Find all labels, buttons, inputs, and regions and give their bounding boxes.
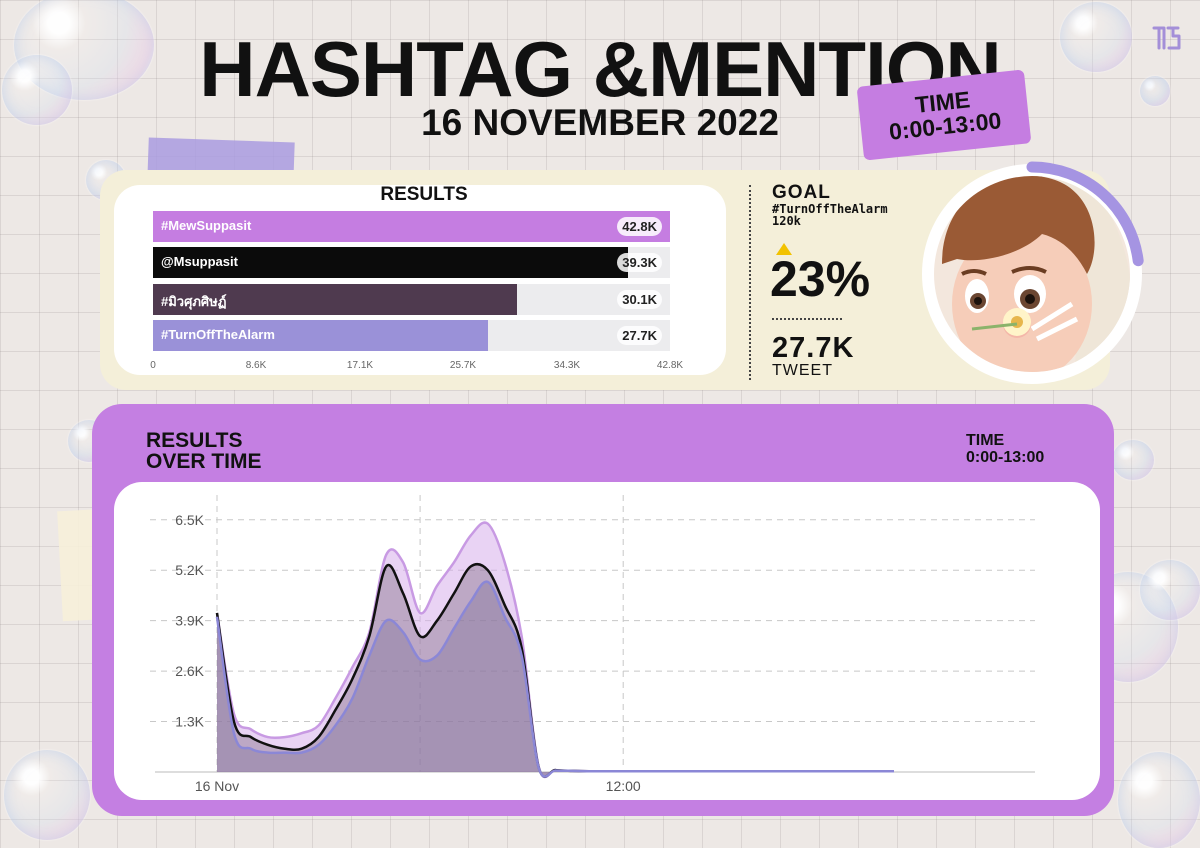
page-date: 16 NOVEMBER 2022 <box>421 102 779 143</box>
bubble-decoration <box>1060 2 1132 72</box>
bar-fill <box>153 320 488 351</box>
avatar <box>919 161 1145 387</box>
bar-value: 27.7K <box>617 326 662 345</box>
bubble-decoration <box>2 55 72 125</box>
bar-label: #มิวศุภศิษฏ์ <box>161 294 227 309</box>
y-tick-label: 3.9K <box>175 613 204 629</box>
goal-label: GOAL <box>772 182 831 203</box>
y-tick-label: 5.2K <box>175 562 204 578</box>
bar-fill <box>153 247 628 278</box>
series-area <box>217 564 894 777</box>
bar-fill <box>153 284 517 315</box>
x-tick-label: 12:00 <box>606 778 641 794</box>
over-time-title: RESULTS OVER TIME <box>146 430 262 472</box>
divider <box>772 318 842 320</box>
x-tick-label: 25.7K <box>449 360 477 371</box>
over-time-range: TIME 0:00-13:00 <box>966 432 1044 466</box>
series-area <box>217 581 894 777</box>
bubble-decoration <box>4 750 90 840</box>
goal-progress-ring <box>919 161 1145 387</box>
logo-icon <box>1152 26 1181 50</box>
bar-fill <box>153 211 670 242</box>
series-line <box>215 580 894 778</box>
bar-value: 30.1K <box>617 290 662 309</box>
x-tick-label: 16 Nov <box>195 778 239 794</box>
bar-value: 42.8K <box>617 217 662 236</box>
x-tick-label: 17.1K <box>346 360 374 371</box>
results-title: RESULTS <box>380 184 468 205</box>
series-area <box>217 522 894 778</box>
bar-row: #TurnOffTheAlarm 27.7K <box>153 320 670 351</box>
y-tick-label: 6.5K <box>175 512 204 528</box>
x-tick-label: 34.3K <box>553 360 581 371</box>
goal-percent: 23% <box>770 251 871 307</box>
bar-label: #MewSuppasit <box>161 218 252 233</box>
y-tick-label: 2.6K <box>175 663 204 679</box>
bar-value: 39.3K <box>617 253 662 272</box>
bar-row: #MewSuppasit 42.8K <box>153 211 670 242</box>
x-tick-label: 42.8K <box>656 360 684 371</box>
over-time-range-value: 0:00-13:00 <box>966 449 1045 466</box>
tweet-label: TWEET <box>772 362 833 379</box>
bubble-decoration <box>1140 76 1170 106</box>
bar-label: @Msuppasit <box>161 254 238 269</box>
bar-label: #TurnOffTheAlarm <box>161 327 275 342</box>
divider <box>749 185 751 380</box>
goal-target: 120k <box>772 214 801 228</box>
over-time-label: TIME <box>966 432 1005 449</box>
bubble-decoration <box>1118 752 1200 848</box>
over-time-title-line1: RESULTS <box>146 429 243 452</box>
up-triangle-icon <box>776 243 792 255</box>
bar-row: @Msuppasit 39.3K <box>153 247 670 278</box>
y-tick-label: 1.3K <box>175 714 204 730</box>
bar-row: #มิวศุภศิษฏ์ 30.1K <box>153 284 670 315</box>
x-tick-label: 0 <box>150 360 156 371</box>
over-time-title-line2: OVER TIME <box>146 450 262 473</box>
tweet-count: 27.7K <box>772 332 855 364</box>
bubble-decoration <box>1140 560 1200 620</box>
bubble-decoration <box>1112 440 1154 480</box>
goal-hashtag: #TurnOffTheAlarm <box>772 202 888 216</box>
x-tick-label: 8.6K <box>245 360 267 371</box>
